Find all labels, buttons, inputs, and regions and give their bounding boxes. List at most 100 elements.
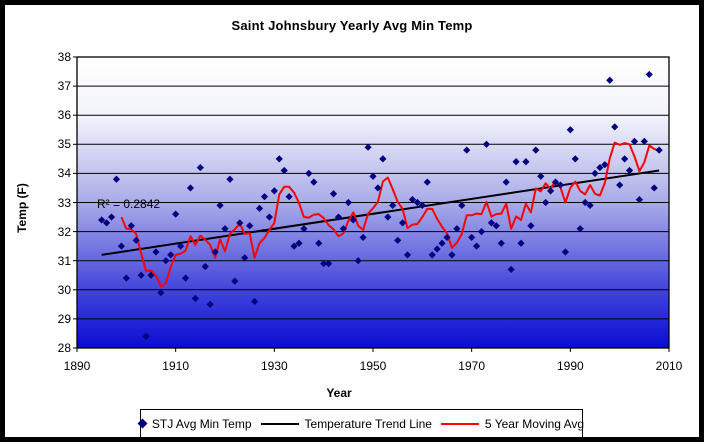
x-tick-label-1890: 1890 — [63, 359, 91, 373]
x-axis-title: Year — [326, 386, 352, 400]
scatter-point-1974 — [487, 219, 495, 227]
scatter-point-1971 — [473, 242, 481, 250]
scatter-point-1942 — [329, 190, 338, 198]
scatter-point-1928 — [260, 193, 269, 201]
scatter-point-1988 — [556, 181, 565, 189]
y-tick-label-38: 38 — [57, 50, 71, 64]
y-tick-label-33: 33 — [57, 195, 71, 210]
scatter-point-1953 — [384, 213, 392, 221]
scatter-point-2007 — [650, 184, 658, 192]
scatter-point-2008 — [655, 146, 663, 154]
scatter-point-2002 — [625, 166, 634, 175]
scatter-point-1948 — [359, 233, 367, 242]
scatter-point-1932 — [280, 166, 288, 175]
scatter-point-1979 — [512, 158, 520, 166]
scatter-point-1996 — [596, 163, 604, 172]
scatter-point-1984 — [537, 172, 545, 180]
scatter-point-1982 — [527, 222, 535, 230]
scatter-point-1990 — [566, 126, 574, 134]
scatter-point-1986 — [547, 187, 555, 195]
scatter-point-1967 — [453, 225, 461, 233]
legend-label: Temperature Trend Line — [304, 416, 432, 431]
scatter-point-1960 — [418, 201, 426, 210]
scatter-point-1969 — [463, 146, 471, 154]
scatter-point-1923 — [236, 219, 244, 227]
scatter-point-2000 — [616, 181, 624, 189]
scatter-point-1902 — [132, 236, 140, 244]
scatter-point-1900 — [122, 274, 130, 282]
scatter-point-1913 — [186, 184, 195, 192]
scatter-point-1940 — [320, 260, 328, 268]
scatter-point-1946 — [349, 216, 357, 224]
scatter-point-1954 — [389, 201, 397, 210]
scatter-point-1997 — [601, 161, 609, 169]
scatter-point-1910 — [172, 210, 180, 218]
scatter-point-1966 — [448, 251, 456, 259]
legend-diamond-icon — [137, 418, 148, 429]
scatter-point-1955 — [394, 236, 402, 244]
scatter-point-2005 — [640, 137, 648, 145]
scatter-point-1941 — [325, 260, 333, 268]
scatter-point-2003 — [630, 137, 639, 145]
scatter-point-1903 — [137, 271, 145, 279]
scatter-point-2001 — [621, 155, 629, 163]
scatter-point-1912 — [181, 274, 190, 282]
legend-line-icon — [260, 422, 299, 425]
scatter-point-1897 — [107, 213, 116, 221]
scatter-point-1959 — [413, 198, 421, 207]
scatter-point-1952 — [379, 155, 387, 163]
scatter-point-1920 — [221, 225, 229, 233]
scatter-point-1921 — [226, 175, 234, 183]
x-tick-label-1910: 1910 — [162, 359, 189, 373]
scatter-point-1919 — [216, 201, 224, 210]
scatter-point-1975 — [492, 222, 500, 230]
scatter-point-1930 — [270, 187, 278, 195]
trend-line — [101, 169, 660, 256]
y-tick-label-29: 29 — [57, 311, 71, 326]
r-squared-annotation: R² = 0.2842 — [97, 197, 161, 211]
x-tick-label-1970: 1970 — [458, 359, 485, 373]
x-tick-label-1950: 1950 — [359, 359, 387, 373]
scatter-point-1915 — [196, 163, 204, 172]
scatter-point-1985 — [542, 198, 550, 207]
scatter-point-1947 — [354, 257, 362, 265]
scatter-point-1898 — [112, 175, 121, 183]
scatter-point-1917 — [206, 300, 214, 308]
legend-item-0: STJ Avg Min Temp — [137, 416, 252, 431]
scatter-point-1934 — [290, 242, 298, 250]
scatter-point-1905 — [147, 271, 155, 279]
scatter-point-1950 — [369, 172, 377, 180]
scatter-point-1908 — [162, 257, 170, 265]
scatter-point-1895 — [98, 216, 106, 224]
scatter-point-1963 — [433, 245, 441, 253]
scatter-point-1918 — [211, 248, 219, 256]
scatter-point-1994 — [586, 201, 594, 210]
chart-title: Saint Johnsbury Yearly Avg Min Temp — [231, 18, 473, 33]
scatter-point-1976 — [497, 239, 505, 247]
scatter-point-1925 — [246, 222, 254, 230]
y-tick-label-30: 30 — [57, 282, 71, 297]
scatter-point-1972 — [477, 228, 486, 236]
plot-svg — [73, 56, 670, 352]
scatter-point-1978 — [507, 265, 515, 274]
legend-label: STJ Avg Min Temp — [151, 416, 252, 431]
legend-line-icon — [440, 422, 479, 425]
scatter-point-1957 — [403, 251, 412, 259]
scatter-point-1993 — [581, 198, 589, 207]
scatter-point-1999 — [611, 123, 619, 131]
scatter-point-1980 — [517, 239, 525, 247]
y-axis-title: Temp (F) — [15, 183, 29, 233]
scatter-point-1995 — [591, 169, 599, 177]
scatter-point-1938 — [310, 178, 318, 186]
scatter-point-1991 — [571, 155, 579, 163]
scatter-point-1998 — [606, 76, 614, 84]
scatter-point-1922 — [231, 277, 239, 285]
scatter-point-1965 — [443, 233, 451, 242]
scatter-point-1933 — [285, 193, 293, 201]
scatter-point-1977 — [502, 178, 510, 186]
scatter-point-1958 — [408, 195, 417, 204]
scatter-point-1968 — [458, 201, 466, 210]
x-tick-label-1930: 1930 — [260, 359, 288, 373]
scatter-point-1899 — [117, 242, 125, 250]
y-tick-label-28: 28 — [57, 341, 71, 355]
